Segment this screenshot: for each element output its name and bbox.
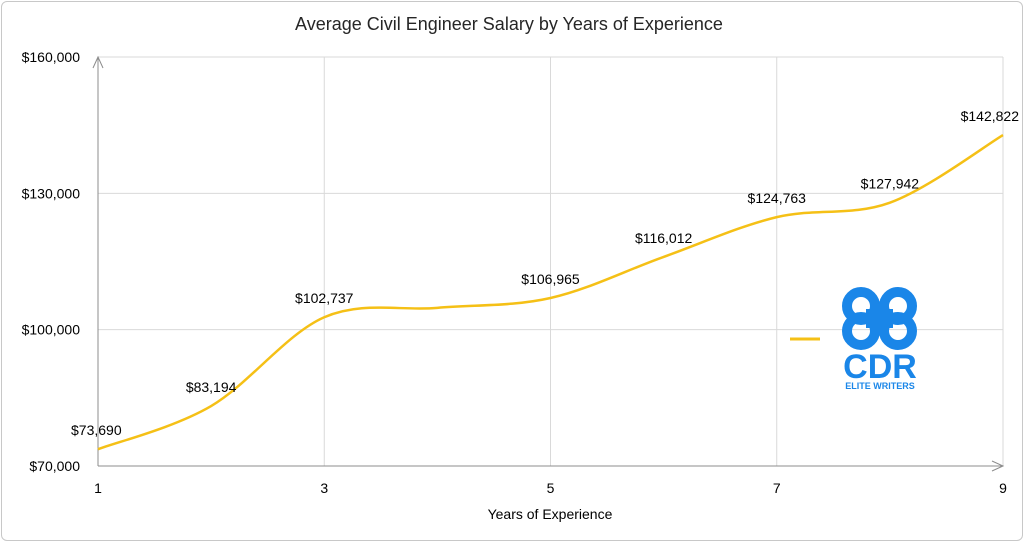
cdr-logo-icon: CDR ELITE WRITERS <box>842 287 917 391</box>
x-tick-labels: 1 3 5 7 9 <box>94 480 1007 496</box>
data-label: $142,822 <box>961 108 1020 124</box>
data-labels: $73,690 $83,194 $102,737 $106,965 $116,012 $1… <box>71 108 1019 438</box>
data-label: $124,763 <box>748 190 807 206</box>
data-label: $83,194 <box>186 379 237 395</box>
logo-text: CDR <box>843 348 917 386</box>
y-tick-label: $100,000 <box>22 322 81 338</box>
data-label: $116,012 <box>635 230 693 246</box>
x-tick-label: 1 <box>94 480 102 496</box>
y-tick-label: $130,000 <box>22 185 81 201</box>
grid-lines <box>98 56 1004 466</box>
data-label: $106,965 <box>521 271 580 287</box>
x-tick-label: 5 <box>547 480 555 496</box>
x-axis-label: Years of Experience <box>488 506 613 522</box>
series-lines <box>97 133 1004 451</box>
x-tick-label: 3 <box>320 480 328 496</box>
logo-subtext: ELITE WRITERS <box>845 381 915 391</box>
chart-title: Average Civil Engineer Salary by Years o… <box>295 14 723 34</box>
data-label: $73,690 <box>71 422 122 438</box>
x-tick-label: 7 <box>773 480 781 496</box>
y-tick-label: $70,000 <box>29 458 80 474</box>
series-line <box>97 133 1004 451</box>
x-axis-arrow-icon <box>991 460 1005 472</box>
data-label: $102,737 <box>295 290 354 306</box>
axes <box>92 55 1005 472</box>
data-label: $127,942 <box>861 176 920 192</box>
y-tick-label: $160,000 <box>22 49 81 65</box>
x-tick-label: 9 <box>999 480 1007 496</box>
y-axis-arrow-icon <box>92 55 104 69</box>
y-tick-labels: $70,000 $100,000 $130,000 $160,000 <box>22 49 81 474</box>
